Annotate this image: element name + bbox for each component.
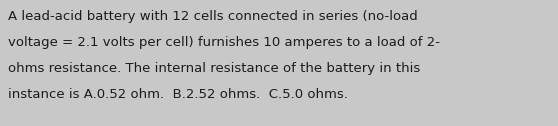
Text: voltage = 2.1 volts per cell) furnishes 10 amperes to a load of 2-: voltage = 2.1 volts per cell) furnishes … [8,36,440,49]
Text: A lead-acid battery with 12 cells connected in series (no-load: A lead-acid battery with 12 cells connec… [8,10,418,23]
Text: instance is A.0.52 ohm.  B.2.52 ohms.  C.5.0 ohms.: instance is A.0.52 ohm. B.2.52 ohms. C.5… [8,88,348,101]
Text: ohms resistance. The internal resistance of the battery in this: ohms resistance. The internal resistance… [8,62,420,75]
